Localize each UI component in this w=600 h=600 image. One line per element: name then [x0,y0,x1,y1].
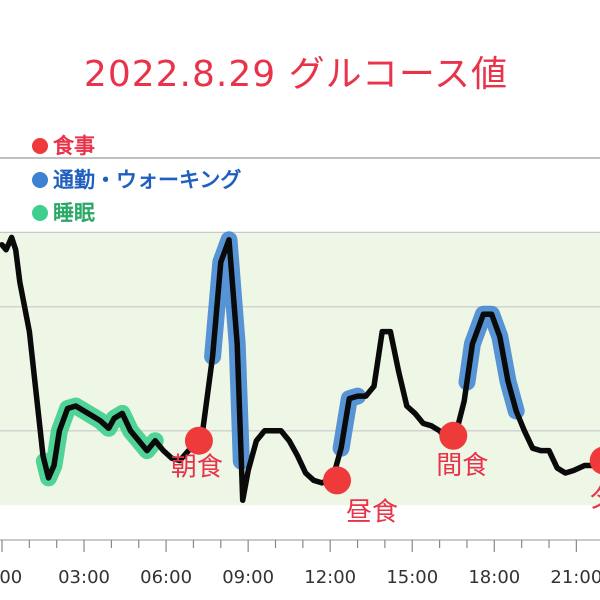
meal-label: 朝食 [171,453,223,483]
meal-marker [439,421,468,450]
meal-label: 夕 [589,484,600,514]
legend-label-meal: 食事 [53,134,95,158]
x-tick-label: 09:00 [222,567,274,588]
x-tick-label: 06:00 [140,567,192,588]
meal-label: 間食 [436,451,488,481]
x-tick-label: 2:00 [0,567,22,588]
legend-label-sleep: 睡眠 [53,201,95,225]
meal-marker [184,426,213,455]
legend-swatch-sleep [32,205,48,221]
x-axis: 2:00 03:00 06:00 09:00 12:00 15:00 18:00 21:00 [0,539,600,588]
x-tick-label: 12:00 [304,567,356,588]
x-tick-label: 15:00 [386,567,438,588]
x-tick-label: 18:00 [468,567,520,588]
x-tick-label: 21:00 [550,567,600,588]
legend-swatch-meal [32,138,48,154]
meal-marker [323,466,352,495]
meal-label: 昼食 [346,497,398,527]
glucose-line-group [0,234,600,503]
legend-item-sleep: 睡眠 [32,201,95,225]
legend-item-commute-walking: 通勤・ウォーキング [32,168,241,192]
chart-title: 2022.8.29 グルコース値 [84,54,508,95]
legend-item-meal: 食事 [32,134,95,158]
meal-marker [589,447,600,475]
x-tick-label: 03:00 [58,567,110,588]
legend-label-commute-walking: 通勤・ウォーキング [53,168,241,192]
legend: 食事 通勤・ウォーキング 睡眠 [32,134,241,225]
glucose-series-line [0,234,600,503]
legend-swatch-commute-walking [32,172,48,188]
